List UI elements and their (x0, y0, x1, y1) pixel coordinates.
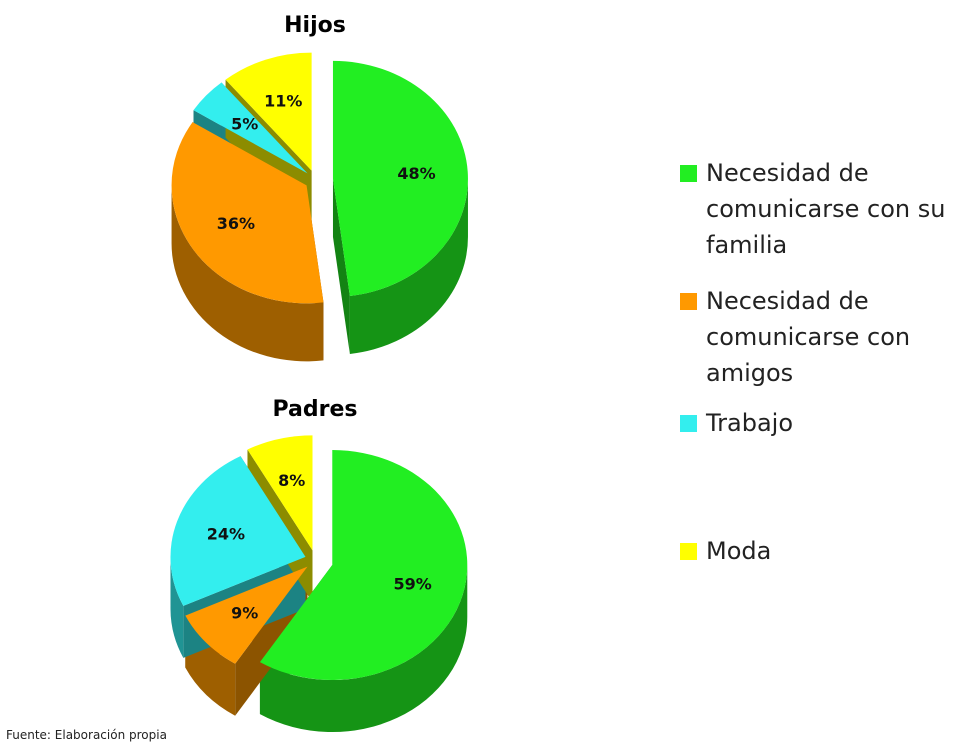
slice (259, 450, 468, 681)
legend-item: Necesidad de comunicarse con su familia (680, 155, 950, 263)
legend-swatch (680, 543, 697, 560)
chart-title: Hijos (284, 13, 346, 38)
legend-item: Trabajo (680, 405, 950, 441)
data-label: 59% (394, 574, 432, 593)
legend-label: Necesidad de comunicarse con amigos (706, 287, 911, 387)
slice (185, 566, 308, 664)
legend-item: Moda (680, 533, 950, 569)
data-label: 8% (278, 471, 305, 490)
slice (247, 435, 313, 551)
slice-side (349, 178, 468, 354)
slice-side (171, 185, 324, 362)
source-note: Fuente: Elaboración propia (6, 728, 167, 742)
data-label: 9% (231, 603, 258, 622)
legend-swatch (680, 293, 697, 310)
legend-label: Necesidad de comunicarse con su familia (706, 159, 946, 259)
data-label: 5% (231, 115, 258, 134)
slice-side (259, 565, 468, 733)
slice (193, 82, 308, 174)
legend-swatch (680, 165, 697, 182)
legend-label: Moda (706, 537, 772, 565)
data-label: 11% (264, 91, 302, 110)
slice (171, 122, 324, 304)
chart-title: Padres (273, 397, 358, 422)
legend-item: Necesidad de comunicarse con amigos (680, 283, 950, 391)
slice (225, 52, 312, 171)
slice (332, 60, 468, 296)
slice-side (170, 556, 184, 658)
data-label: 24% (207, 524, 245, 543)
data-label: 48% (397, 164, 435, 183)
legend-swatch (680, 415, 697, 432)
legend-label: Trabajo (706, 409, 793, 437)
data-label: 36% (217, 214, 255, 233)
slice (170, 456, 306, 606)
slice-edge (332, 178, 350, 354)
